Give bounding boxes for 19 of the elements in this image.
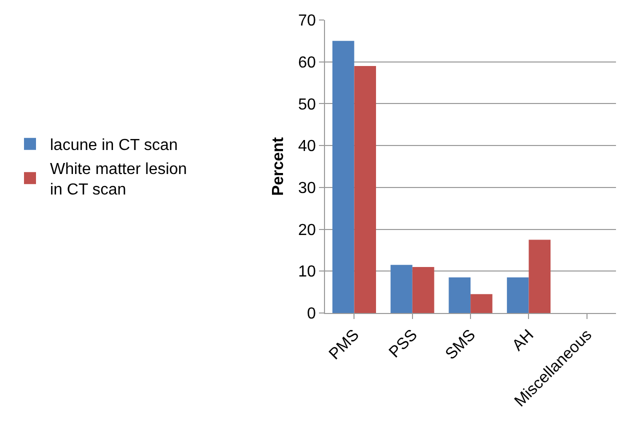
y-tick-label: 30: [298, 180, 316, 198]
bar: [528, 240, 551, 313]
legend-label: lacune in CT scan: [50, 137, 178, 154]
y-tick-label: 60: [298, 54, 316, 72]
y-tick-label: 50: [298, 96, 316, 114]
y-tick-label: 70: [298, 12, 316, 30]
bar: [332, 40, 354, 313]
y-axis-title: Percent: [270, 136, 288, 196]
y-tick-label: 20: [298, 222, 316, 239]
bar: [354, 66, 376, 313]
bar: [470, 294, 492, 313]
bar: [506, 277, 529, 313]
bar: [412, 266, 434, 313]
legend-label: White matter lesion in CT scan: [50, 160, 187, 199]
y-tick-label: 0: [307, 306, 316, 323]
y-tick-label: 10: [298, 264, 316, 281]
bar: [448, 277, 471, 313]
bar: [390, 264, 412, 313]
y-tick-label: 40: [298, 138, 316, 156]
